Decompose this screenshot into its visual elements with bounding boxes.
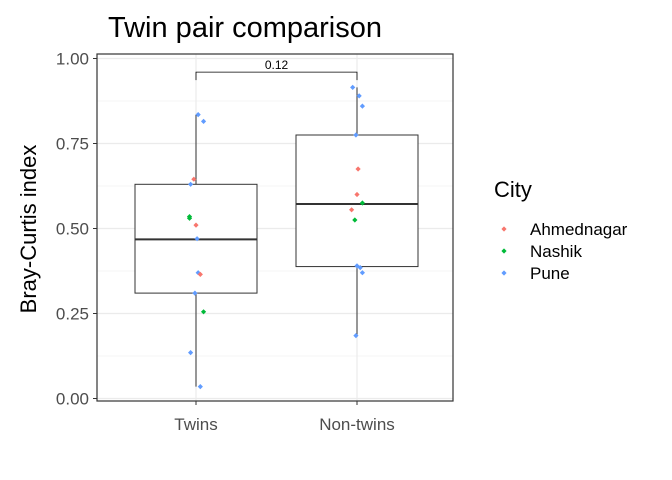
data-point [350, 84, 356, 90]
data-point [195, 112, 201, 118]
legend-key [501, 270, 507, 276]
data-point [191, 176, 197, 182]
x-tick-label: Non-twins [319, 415, 395, 434]
data-point [359, 200, 365, 206]
legend-label: Pune [530, 264, 570, 283]
significance-label: 0.12 [265, 58, 289, 72]
y-tick-label: 0.25 [56, 305, 89, 324]
data-point [197, 271, 203, 277]
data-point [354, 191, 360, 198]
legend-label: Ahmednagar [530, 220, 628, 239]
y-tick-label: 0.50 [56, 220, 89, 239]
data-point [352, 217, 358, 223]
y-tick-label: 1.00 [56, 50, 89, 69]
data-point [357, 265, 363, 271]
data-point [194, 236, 200, 242]
data-point [359, 103, 365, 109]
data-point [353, 333, 359, 339]
data-point [355, 166, 361, 172]
x-tick-label: Twins [174, 415, 217, 434]
data-point [186, 215, 193, 221]
data-point [349, 207, 355, 213]
data-point [192, 290, 198, 296]
significance-bracket [195, 71, 358, 81]
y-tick-label: 0.75 [56, 135, 89, 154]
legend: City Ahmednagar Nashik Pune [494, 177, 628, 283]
data-point [356, 93, 362, 99]
legend-key [501, 248, 507, 254]
y-tick-label: 0.00 [56, 390, 89, 409]
data-point [193, 222, 199, 228]
legend-label: Nashik [530, 242, 582, 261]
data-point [188, 350, 194, 356]
chart-title: Twin pair comparison [108, 12, 382, 44]
data-point [188, 181, 194, 187]
y-axis-title: Bray-Curtis index [16, 145, 41, 314]
legend-title: City [494, 177, 532, 202]
data-point [353, 132, 359, 138]
data-point [200, 309, 207, 315]
data-point [197, 384, 203, 390]
data-point [359, 270, 365, 276]
legend-key [501, 226, 507, 232]
plot-panel: 0.12 0.00 0.25 0.50 0.75 1.00 Twins Non-twins [56, 50, 454, 434]
data-point [200, 118, 207, 124]
box [295, 134, 419, 268]
plot-border [96, 53, 454, 402]
